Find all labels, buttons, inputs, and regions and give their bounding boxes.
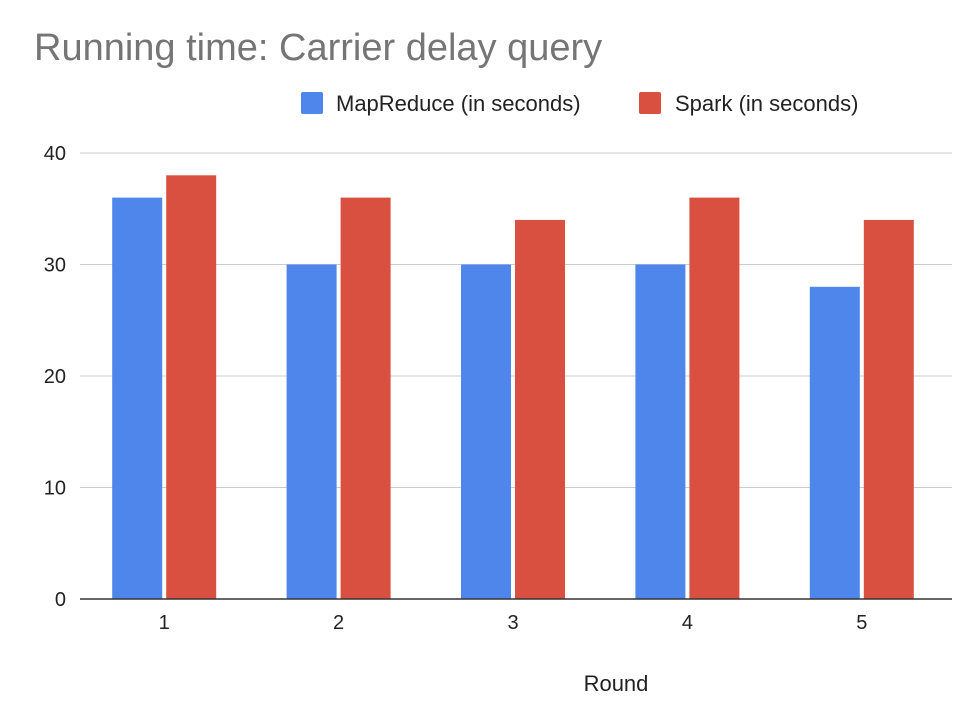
x-tick-label: 4 xyxy=(682,612,693,634)
bar-mapreduce-round-3 xyxy=(461,264,511,599)
x-tick-label: 5 xyxy=(856,612,867,634)
chart-title: Running time: Carrier delay query xyxy=(34,27,602,69)
x-tick-label: 2 xyxy=(333,612,344,634)
y-axis-ticks: 0 10 20 30 40 xyxy=(44,143,66,611)
bar-mapreduce-round-2 xyxy=(286,264,337,599)
bar-mapreduce-round-1 xyxy=(112,197,163,599)
y-tick-label: 30 xyxy=(44,255,66,277)
legend-label-spark: Spark (in seconds) xyxy=(675,91,858,116)
legend-label-mapreduce: MapReduce (in seconds) xyxy=(336,91,581,116)
x-tick-label: 3 xyxy=(507,612,518,634)
bar-spark-round-2 xyxy=(340,197,391,599)
bar-mapreduce-round-4 xyxy=(635,264,686,599)
y-tick-label: 20 xyxy=(44,366,66,388)
legend-swatch-spark xyxy=(639,92,661,114)
bar-spark-round-1 xyxy=(166,175,217,600)
x-axis-label: Round xyxy=(584,671,649,696)
x-tick-label: 1 xyxy=(159,612,170,634)
legend: MapReduce (in seconds) Spark (in seconds… xyxy=(301,91,858,116)
bar-spark-round-5 xyxy=(863,219,914,599)
bar-mapreduce-round-5 xyxy=(809,286,860,599)
bar-spark-round-4 xyxy=(689,197,740,599)
bars xyxy=(112,175,914,600)
y-tick-label: 0 xyxy=(55,589,66,611)
x-axis-ticks: 1 2 3 4 5 xyxy=(159,612,868,634)
y-tick-label: 40 xyxy=(44,143,66,165)
bar-spark-round-3 xyxy=(515,219,565,599)
legend-swatch-mapreduce xyxy=(301,92,323,114)
y-tick-label: 10 xyxy=(44,478,66,500)
